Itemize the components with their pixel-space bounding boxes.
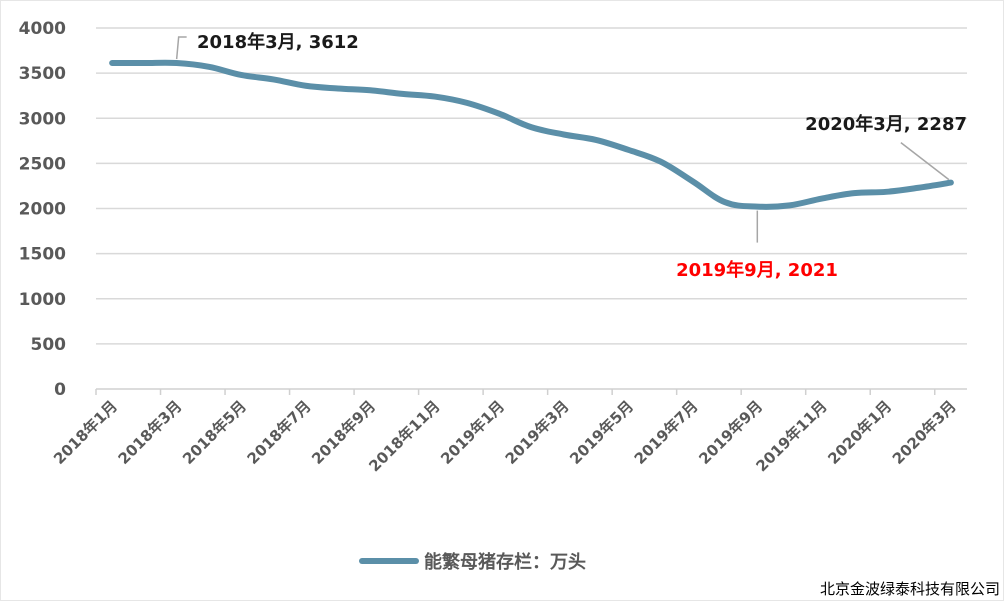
legend: 能繁母猪存栏：万头 <box>359 551 586 573</box>
annotation-label: 2019年9月, 2021 <box>676 259 838 281</box>
x-tick-label: 2019年1月 <box>437 397 508 468</box>
y-tick-label: 2500 <box>19 154 66 174</box>
x-tick-label: 2019年9月 <box>695 397 766 468</box>
x-tick-label: 2020年1月 <box>824 397 895 468</box>
x-axis: 2018年1月2018年3月2018年5月2018年7月2018年9月2018年… <box>50 388 967 475</box>
y-tick-label: 500 <box>31 335 67 355</box>
y-tick-label: 4000 <box>19 19 66 39</box>
annotation-leader <box>175 36 187 60</box>
x-tick-label: 2018年3月 <box>115 397 186 468</box>
x-tick-label: 2020年3月 <box>889 397 960 468</box>
x-tick-label: 2018年9月 <box>308 397 379 468</box>
x-tick-label: 2019年7月 <box>631 397 702 468</box>
y-tick-label: 0 <box>54 380 66 400</box>
y-tick-label: 1000 <box>19 290 66 310</box>
annotation-label: 2018年3月, 3612 <box>197 31 359 53</box>
x-tick-label: 2018年7月 <box>244 397 315 468</box>
series-line <box>109 59 954 210</box>
data-labels: 2018年3月, 3612 2019年9月, 2021 2020年3月, 2287 <box>175 31 967 281</box>
annotation-label: 2020年3月, 2287 <box>805 113 967 135</box>
x-tick-label: 2018年1月 <box>50 397 121 468</box>
legend-label: 能繁母猪存栏：万头 <box>424 551 586 573</box>
y-tick-label: 3500 <box>19 64 66 84</box>
y-axis: 0 500 1000 1500 2000 2500 3000 3500 4000 <box>19 19 66 400</box>
y-tick-label: 3000 <box>19 109 66 129</box>
annotation-leader <box>900 142 950 181</box>
gridlines <box>96 27 967 345</box>
x-tick-label: 2019年3月 <box>502 397 573 468</box>
x-tick-label: 2018年5月 <box>179 397 250 468</box>
x-tick-label: 2019年5月 <box>566 397 637 468</box>
y-tick-label: 1500 <box>19 245 66 265</box>
y-tick-label: 2000 <box>19 200 66 220</box>
source-credit: 北京金波绿泰科技有限公司 <box>819 580 1000 598</box>
